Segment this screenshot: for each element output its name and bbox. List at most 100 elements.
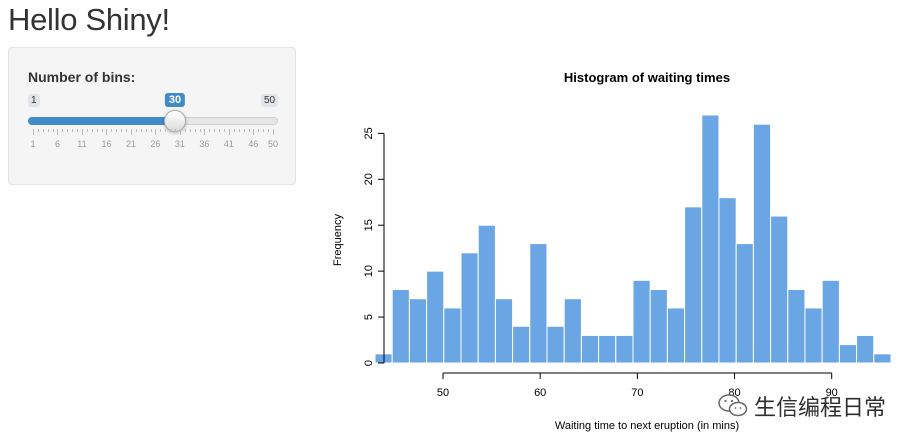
y-tick-label: 15 [363,219,375,231]
histogram-bar [460,252,479,364]
slider-grid-tick [233,129,235,132]
histogram-bar [821,279,840,364]
slider-tick-label: 36 [199,139,210,149]
histogram-bar [615,334,634,364]
slider-grid-tick [47,129,49,132]
sidebar-panel: Number of bins: 1 50 30 1 6 11 16 21 26 31 36 41… [8,47,296,185]
slider-tick-label: 50 [267,139,279,149]
y-tick-label: 20 [363,173,375,185]
slider-grid-tick [140,129,142,132]
slider-grid-tick [126,129,128,132]
slider-grid-tick [150,129,152,132]
slider-grid-tick [135,129,137,132]
slider-grid-tick [184,129,186,132]
slider-grid-tick [219,129,221,132]
slider-grid-tick [253,129,255,135]
slider-grid-tick [243,129,245,132]
slider-grid-tick [106,129,108,135]
histogram-bar [512,325,531,364]
app-title: Hello Shiny! [8,2,170,37]
slider-grid-tick [268,129,270,132]
bars [374,114,892,364]
histogram-bar [666,307,686,364]
slider-grid-tick [86,129,88,132]
slider-grid-tick [273,129,274,135]
histogram-bar [529,243,548,364]
histogram-bar [770,215,789,364]
x-tick-label: 60 [534,387,546,399]
slider-fill [28,117,176,125]
slider-grid-tick [258,129,260,132]
slider-grid-tick [204,129,206,135]
slider-tick-label: 16 [101,139,112,149]
slider-grid-tick [33,129,34,135]
slider-grid-tick [248,129,250,132]
histogram-bar [752,123,772,364]
slider-grid-tick [91,129,93,132]
slider-grid-tick [37,129,39,132]
histogram-bar [856,334,875,364]
y-tick-label: 10 [363,265,375,277]
slider-grid-tick [199,129,201,132]
slider-grid-tick [165,129,167,132]
slider-grid-tick [96,129,98,132]
slider-grid-tick [160,129,162,132]
slider-label: Number of bins: [28,69,136,85]
slider-grid-tick [209,129,211,132]
histogram-bar [477,224,496,364]
slider-tick-label: 6 [54,139,60,149]
slider-grid-tick [81,129,83,135]
slider-grid-tick [101,129,103,132]
histogram-bar [443,307,462,364]
slider-grid-tick [52,129,54,132]
axes: 50 60 70 80 90 0 5 10 15 20 25 [363,127,838,399]
histogram-bar [563,298,582,364]
slider-grid-tick [121,129,123,132]
histogram-bar [873,353,892,364]
slider-tick-label: 21 [125,139,136,149]
y-tick-label: 0 [363,360,375,366]
x-tick-label: 80 [728,387,740,399]
slider-tick-label: 26 [150,139,161,149]
slider-grid-tick [194,129,196,132]
slider-handle[interactable] [164,110,187,132]
slider-grid-tick [155,129,157,135]
slider-grid-tick [263,129,265,132]
y-tick-label: 25 [363,127,375,139]
slider-max-label: 50 [261,94,279,107]
slider-grid-tick [145,129,147,132]
slider-grid-tick [67,129,69,132]
x-tick-label: 90 [826,387,838,399]
x-axis-label: Waiting time to next eruption (in mins) [555,420,739,432]
slider-tick-label: 41 [223,139,234,149]
histogram-bar [804,307,823,364]
histogram-bar [598,334,617,364]
histogram-bar [546,325,565,364]
slider-grid-tick [111,129,113,132]
histogram-bar [494,298,514,364]
slider-grid-tick [42,129,44,132]
slider-grid-tick [77,129,79,132]
watermark: 生信编程日常 [718,390,886,422]
histogram-bar [787,289,806,364]
histogram-bar [649,289,668,364]
slider-grid-tick [116,129,118,132]
slider-grid-tick [130,129,132,135]
histogram-bar [718,197,737,364]
slider-grid-tick [62,129,64,132]
slider-min-label: 1 [28,94,40,107]
histogram-bar [580,334,600,364]
chart-title: Histogram of waiting times [564,70,730,85]
wechat-icon [718,394,748,417]
histogram-bar [838,344,858,364]
histogram-bar [684,206,703,364]
x-tick-label: 70 [631,387,643,399]
slider-grid-tick [238,129,240,132]
slider-grid-tick [57,129,59,135]
slider-value-label: 30 [164,93,186,107]
slider-tick-label: 31 [174,139,185,149]
slider-grid-tick [224,129,226,132]
slider-tick-label: 46 [248,139,259,149]
watermark-text: 生信编程日常 [754,396,887,421]
histogram-bar [426,270,445,364]
